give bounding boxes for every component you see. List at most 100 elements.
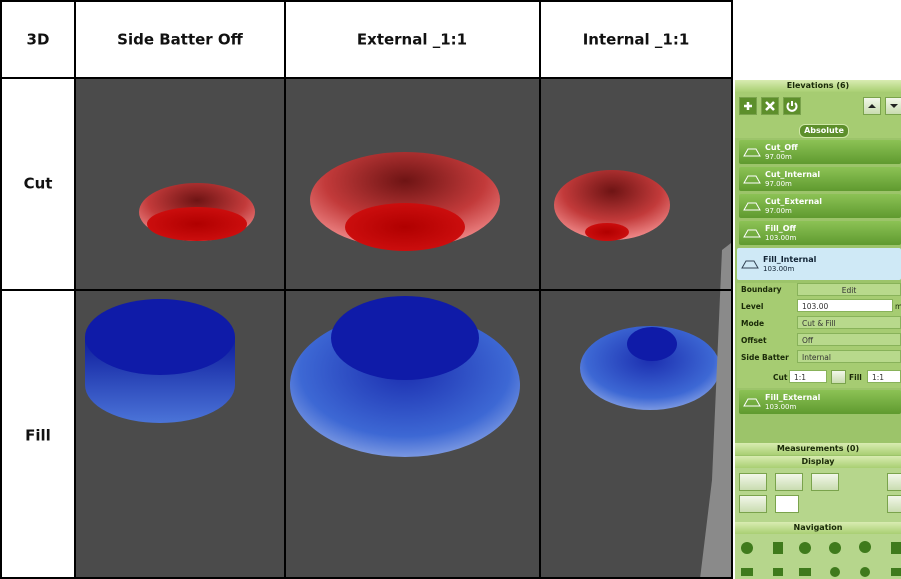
decoration: [799, 542, 811, 554]
edit-button[interactable]: Edit: [797, 283, 901, 296]
decoration: [743, 175, 761, 184]
decoration: [773, 568, 783, 576]
decoration: [799, 568, 811, 576]
delete-button[interactable]: [761, 97, 779, 115]
label: Fill_Off: [765, 224, 796, 233]
terrain: [700, 241, 733, 579]
elevation-item[interactable]: Cut_Internal 97.00m: [739, 167, 901, 191]
decoration: [743, 148, 761, 157]
decoration: [829, 542, 841, 554]
cut-floor: [147, 207, 247, 241]
decoration: [743, 229, 761, 238]
label: Cut_Off: [765, 143, 798, 152]
decoration: [743, 148, 761, 157]
elevation-item[interactable]: Fill_External 103.00m: [739, 390, 901, 414]
decoration: [773, 542, 783, 554]
label: Offset: [741, 336, 767, 345]
header-cell: Internal _1:1: [583, 31, 690, 49]
navigation-tools: [735, 534, 901, 579]
display-tool[interactable]: [887, 473, 901, 491]
decoration: [765, 101, 775, 111]
decoration: [741, 260, 759, 269]
decoration: [744, 102, 752, 110]
label: 103.00m: [765, 403, 797, 411]
decoration: [743, 202, 761, 211]
decoration: [741, 568, 753, 576]
label: 103.00m: [765, 234, 797, 242]
display-tool[interactable]: [811, 473, 839, 491]
comparison-table: 3D Side Batter Off External _1:1 Interna…: [0, 0, 733, 579]
decoration: [741, 260, 759, 269]
display-tool[interactable]: [739, 495, 767, 513]
decoration: [890, 104, 898, 108]
fill-top: [85, 299, 235, 375]
label: Cut: [773, 373, 788, 382]
add-button[interactable]: [739, 97, 757, 115]
navigation-icons: [741, 541, 901, 577]
label: 97.00m: [765, 207, 792, 215]
cut-floor: [345, 203, 465, 251]
label: Side Batter: [741, 353, 789, 362]
display-tool[interactable]: [887, 495, 901, 513]
decoration: [743, 175, 761, 184]
decoration: [741, 541, 901, 577]
down-button[interactable]: [885, 97, 901, 115]
decoration: [765, 101, 775, 111]
display-header[interactable]: Display: [735, 456, 901, 468]
decoration: [786, 101, 798, 112]
fill-top: [627, 327, 677, 361]
decoration: [860, 567, 870, 577]
label: 97.00m: [765, 180, 792, 188]
cut-shape: [554, 170, 670, 240]
decoration: [891, 542, 901, 554]
link-button[interactable]: [831, 370, 846, 384]
label: Level: [741, 302, 764, 311]
decoration: [868, 104, 876, 108]
decoration: [830, 567, 840, 577]
header-cell: Side Batter Off: [117, 31, 244, 49]
label: Fill_External: [765, 393, 821, 402]
decoration: [743, 202, 761, 211]
elevation-item[interactable]: Cut_Off 97.00m: [739, 140, 901, 164]
fill-top: [331, 296, 479, 380]
decoration: [890, 104, 898, 108]
label: Mode: [741, 319, 765, 328]
elevation-item[interactable]: Fill_Off 103.00m: [739, 221, 901, 245]
header-cell: External _1:1: [357, 31, 467, 49]
cut-floor: [585, 223, 629, 241]
decoration: [741, 542, 753, 554]
label: 103.00m: [763, 265, 795, 273]
elevations-panel: Elevations (6) Absolute Cut_Off 97.00m Cu…: [735, 80, 901, 579]
label: Boundary: [741, 285, 782, 294]
cut-renders: [139, 152, 670, 251]
display-tool[interactable]: [739, 473, 767, 491]
label: Cut_External: [765, 197, 823, 206]
decoration: [859, 541, 871, 553]
mode-select[interactable]: Cut & Fill: [797, 316, 901, 329]
decoration: [744, 102, 752, 110]
display-tool[interactable]: [775, 495, 799, 513]
decoration: [891, 568, 901, 576]
elevation-item[interactable]: Cut_External 97.00m: [739, 194, 901, 218]
offset-select[interactable]: Off: [797, 333, 901, 346]
up-button[interactable]: [863, 97, 881, 115]
power-button[interactable]: [783, 97, 801, 115]
label: Cut_Internal: [765, 170, 821, 179]
decoration: [786, 101, 798, 112]
row-label: Cut: [24, 175, 53, 193]
absolute-button[interactable]: Absolute: [799, 124, 849, 138]
elevation-item-selected[interactable]: Fill_Internal 103.00m: [737, 248, 901, 280]
navigation-header[interactable]: Navigation: [735, 522, 901, 534]
fill-input[interactable]: 1:1: [867, 370, 901, 383]
display-tool[interactable]: [775, 473, 803, 491]
level-input[interactable]: 103.00: [797, 299, 893, 312]
cut-input[interactable]: 1:1: [789, 370, 827, 383]
fill-shape: [580, 326, 720, 410]
measurements-header[interactable]: Measurements (0): [735, 443, 901, 455]
header-cell: 3D: [27, 31, 50, 49]
label: 97.00m: [765, 153, 792, 161]
fill-renders: [85, 296, 720, 457]
decoration: [743, 398, 761, 407]
side-batter-select[interactable]: Internal: [797, 350, 901, 363]
